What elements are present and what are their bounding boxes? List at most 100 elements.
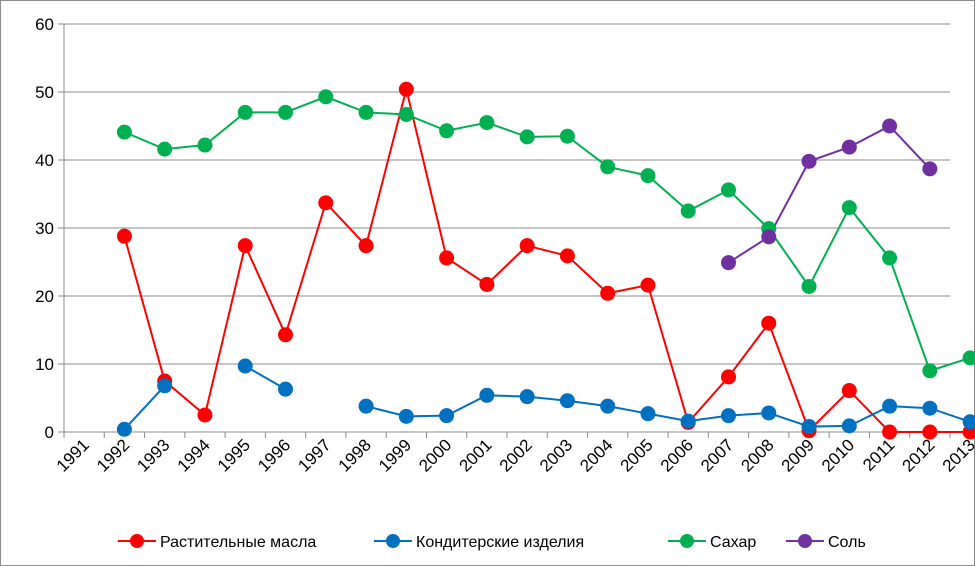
- data-point-2-2005: [640, 168, 656, 184]
- legend-marker-0: [130, 534, 144, 548]
- x-tick-label: 2007: [697, 435, 737, 475]
- data-point-1-2007: [721, 408, 736, 424]
- x-tick-label: 2000: [415, 435, 455, 475]
- x-tick-label: 2004: [576, 435, 616, 475]
- data-point-1-2004: [600, 398, 616, 414]
- legend-label-2: Сахар: [710, 534, 756, 551]
- x-tick-label: 2003: [536, 435, 576, 475]
- x-tick-label: 2005: [617, 435, 657, 475]
- x-tick-label: 1994: [174, 435, 214, 475]
- data-point-2-2006: [680, 203, 696, 219]
- series-line-3: [727, 124, 931, 264]
- data-point-0-2004: [600, 285, 616, 301]
- data-point-1-2000: [439, 408, 455, 424]
- data-point-0-1999: [398, 81, 414, 97]
- series-line-2: [124, 95, 971, 373]
- y-tick-label: 50: [35, 83, 54, 102]
- data-point-2-1994: [197, 137, 213, 153]
- x-tick-label: 2008: [737, 435, 777, 475]
- y-tick-label: 60: [35, 15, 54, 34]
- legend-label-3: Соль: [828, 534, 866, 551]
- data-point-0-2008: [761, 315, 777, 331]
- data-point-0-1996: [278, 327, 293, 343]
- data-point-1-2011: [882, 398, 898, 414]
- x-tick-label: 2012: [899, 435, 939, 475]
- data-point-2-2001: [479, 115, 495, 131]
- data-point-0-2001: [479, 276, 495, 292]
- y-tick-labels: 0 10 20 30 40 50 60: [35, 15, 54, 442]
- data-point-1-2006: [680, 413, 696, 429]
- data-point-3-2009: [801, 153, 817, 169]
- data-point-2-2004: [600, 159, 616, 175]
- data-point-2-1993: [157, 141, 173, 157]
- x-tick-label: 2013: [939, 435, 975, 475]
- x-tick-label: 1998: [335, 435, 375, 475]
- data-point-0-2002: [519, 238, 535, 254]
- data-point-3-2010: [841, 139, 857, 155]
- data-point-1-2009: [801, 419, 817, 435]
- data-point-1-1998: [358, 398, 374, 414]
- data-point-0-2000: [439, 250, 455, 266]
- data-point-0-2011: [882, 424, 898, 440]
- data-point-2-2012: [922, 363, 938, 379]
- x-tick-label: 2010: [818, 435, 858, 475]
- data-point-3-2012: [922, 161, 938, 177]
- data-point-1-2010: [841, 418, 857, 434]
- x-tick-label: 1992: [93, 435, 133, 475]
- data-point-0-2012: [922, 424, 938, 440]
- data-point-1-1995: [237, 358, 253, 374]
- y-tick-label: 20: [35, 287, 54, 306]
- y-tick-label: 0: [45, 423, 54, 442]
- data-point-2-2003: [559, 128, 575, 144]
- data-point-2-2002: [519, 129, 535, 145]
- series-lines: [123, 89, 971, 433]
- legend-marker-3: [798, 534, 812, 548]
- legend-marker-2: [680, 534, 694, 548]
- x-tick-label: 2002: [496, 435, 536, 475]
- data-point-2-2013: [962, 350, 975, 366]
- data-point-1-1996: [278, 381, 293, 397]
- y-tick-label: 40: [35, 151, 54, 170]
- legend-label-0: Растительные масла: [160, 534, 316, 551]
- data-point-0-2007: [721, 369, 736, 385]
- data-point-2-2011: [882, 250, 898, 266]
- data-point-2-1998: [358, 104, 374, 120]
- data-point-1-2012: [922, 400, 938, 416]
- x-tick-label: 2006: [657, 435, 697, 475]
- y-tick-label: 30: [35, 219, 54, 238]
- series-points: [116, 81, 975, 440]
- x-tick-label: 1993: [133, 435, 173, 475]
- x-tick-label: 1991: [53, 435, 93, 475]
- data-point-0-1992: [116, 228, 132, 244]
- data-point-2-2000: [439, 123, 455, 139]
- x-tick-label: 1996: [254, 435, 294, 475]
- data-point-0-2005: [640, 277, 656, 293]
- series-line-1: [123, 385, 166, 430]
- data-point-2-1996: [278, 104, 293, 120]
- data-point-2-1997: [318, 89, 334, 105]
- data-point-1-1992: [116, 421, 132, 437]
- series-line-0: [123, 89, 971, 433]
- data-point-0-2010: [841, 383, 857, 399]
- legend-label-1: Кондитерские изделия: [416, 534, 584, 551]
- y-tick-label: 10: [35, 355, 54, 374]
- data-point-3-2007: [721, 255, 736, 271]
- x-tick-label: 2009: [778, 435, 818, 475]
- data-point-1-2001: [479, 387, 495, 403]
- x-tick-label: 1997: [294, 435, 334, 475]
- data-point-0-1994: [197, 407, 213, 423]
- x-tick-label: 2001: [456, 435, 496, 475]
- data-point-0-1998: [358, 238, 374, 254]
- x-tick-label: 1995: [214, 435, 254, 475]
- data-point-1-2008: [761, 405, 777, 421]
- series-line-1: [365, 394, 971, 428]
- x-tick-label: 2011: [859, 435, 898, 474]
- legend-marker-1: [386, 534, 400, 548]
- data-point-0-1997: [318, 195, 334, 211]
- data-point-0-2003: [559, 248, 575, 264]
- series-line-1: [244, 365, 286, 391]
- data-point-2-2010: [841, 200, 857, 216]
- gridlines: [64, 23, 950, 365]
- data-point-2-2009: [801, 278, 817, 294]
